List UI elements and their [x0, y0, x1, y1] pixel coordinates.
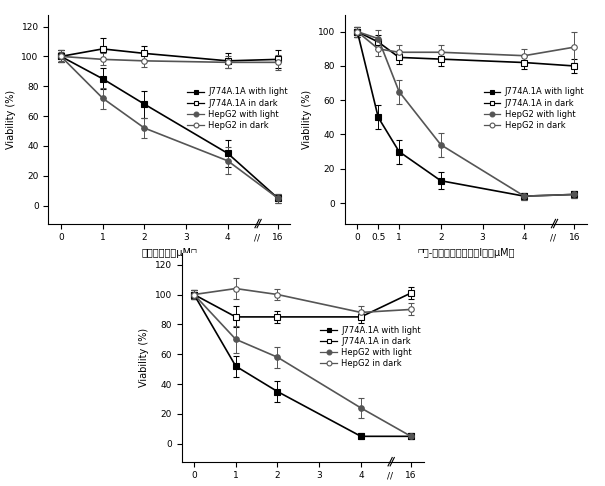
Legend: J774A.1A with light, J774A.1A in dark, HepG2 with light, HepG2 in dark: J774A.1A with light, J774A.1A in dark, H…: [480, 84, 587, 133]
X-axis label: 酘菁化合物（μM）: 酘菁化合物（μM）: [142, 248, 197, 258]
Legend: J774A.1A with light, J774A.1A in dark, HepG2 with light, HepG2 in dark: J774A.1A with light, J774A.1A in dark, H…: [317, 322, 424, 371]
Y-axis label: Viability (%): Viability (%): [6, 89, 16, 149]
Legend: J774A.1A with light, J774A.1A in dark, HepG2 with light, HepG2 in dark: J774A.1A with light, J774A.1A in dark, H…: [184, 84, 291, 133]
Y-axis label: Viability (%): Viability (%): [139, 328, 149, 387]
Y-axis label: Viability (%): Viability (%): [302, 89, 312, 149]
X-axis label: 酘菁-海藻酸钙偶联物（I）（μM）: 酘菁-海藻酸钙偶联物（I）（μM）: [417, 248, 515, 258]
